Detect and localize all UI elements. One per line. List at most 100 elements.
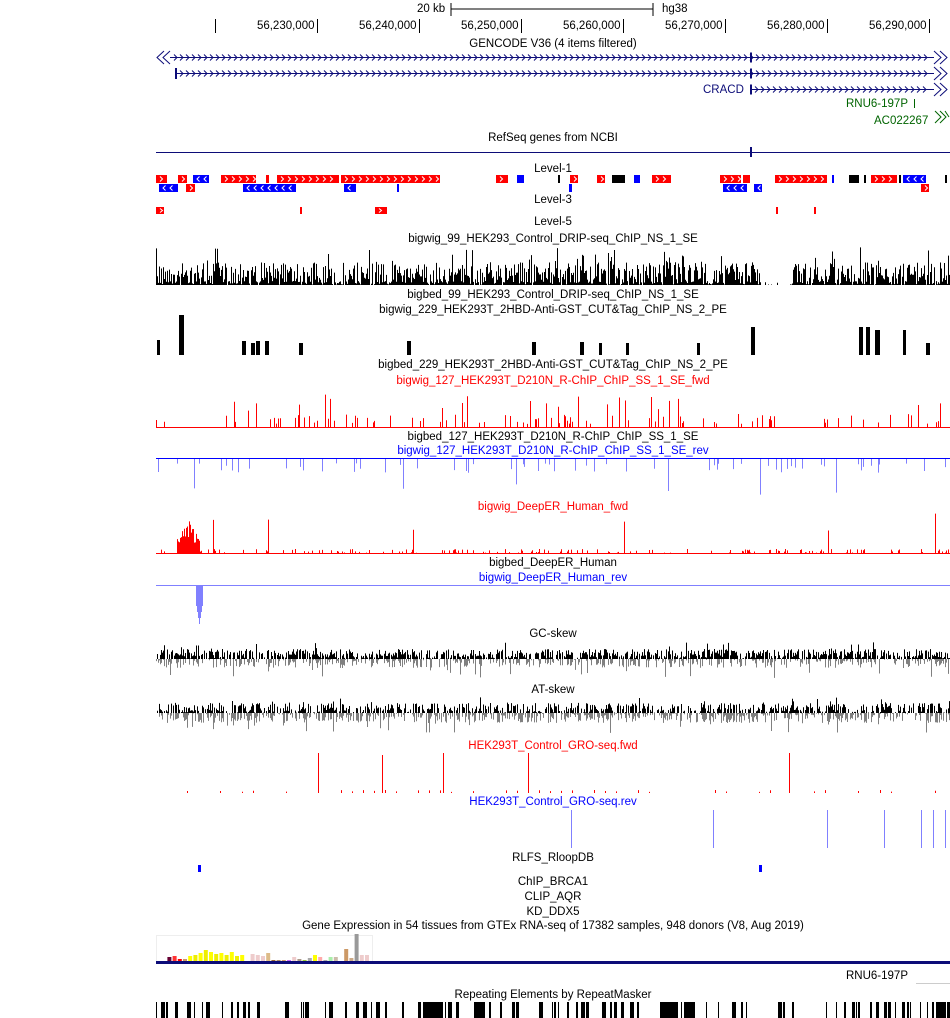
gene-label-ac022267[interactable]: AC022267 bbox=[874, 115, 929, 127]
level1-feature bbox=[899, 175, 901, 183]
bw99-signal bbox=[156, 247, 950, 285]
rlfs-label: RLFS_RloopDB bbox=[512, 852, 594, 864]
gtex-tissue-bar bbox=[318, 957, 323, 962]
level1-feature bbox=[864, 175, 866, 183]
ruler-tick-label: 56,240,000 bbox=[358, 20, 417, 32]
bw99-label: bigwig_99_HEK293_Control_DRIP-seq_ChIP_N… bbox=[408, 233, 698, 245]
level1-feature bbox=[832, 175, 834, 183]
gtex-tissue-bar bbox=[240, 955, 245, 962]
level1-feature-arrows bbox=[874, 176, 893, 182]
gencode-track-label[interactable]: GENCODE V36 (4 items filtered) bbox=[469, 38, 637, 50]
bb229-label: bigbed_229_HEK293T_2HBD-Anti-GST_CUT&Tag… bbox=[378, 359, 728, 371]
level1-feature bbox=[652, 175, 671, 183]
bw127-rev-signal bbox=[158, 459, 946, 495]
level3-feature bbox=[300, 207, 302, 214]
level1-feature bbox=[221, 175, 256, 183]
gtex-tissue-bar bbox=[365, 955, 369, 962]
level1-feature-arrows bbox=[189, 185, 194, 191]
at-skew-negative bbox=[159, 713, 950, 733]
gro-rev-label: HEK293T_Control_GRO-seq.rev bbox=[469, 796, 637, 808]
exon bbox=[750, 84, 752, 95]
bw229-signal bbox=[157, 315, 930, 355]
exon bbox=[750, 68, 752, 79]
gtex-tissue-bar bbox=[266, 953, 271, 962]
bb99-label: bigbed_99_HEK293_Control_DRIP-seq_ChIP_N… bbox=[407, 289, 699, 301]
gene-label-rnu6[interactable]: RNU6-197P bbox=[846, 98, 908, 110]
exon bbox=[750, 52, 752, 63]
gtex-tissue-bar bbox=[344, 949, 349, 962]
gc-skew-negative bbox=[156, 659, 949, 678]
refseq-track-label[interactable]: RefSeq genes from NCBI bbox=[488, 132, 618, 144]
level1-feature bbox=[517, 175, 524, 183]
level1-feature-arrows bbox=[246, 185, 292, 191]
level1-feature bbox=[570, 175, 578, 183]
level1-feature-arrows bbox=[924, 185, 929, 191]
gtex-tissue-bar bbox=[354, 934, 359, 962]
level1-feature bbox=[344, 184, 356, 192]
scale-label: 20 kb bbox=[417, 3, 446, 15]
level1-feature bbox=[849, 175, 859, 183]
level1-feature-arrows bbox=[600, 176, 605, 182]
repeatmasker-elements bbox=[156, 1002, 950, 1018]
kd-ddx5-label: KD_DDX5 bbox=[526, 906, 580, 918]
level1-feature bbox=[921, 184, 929, 192]
level1-feature bbox=[612, 175, 625, 183]
gc-skew-label: GC-skew bbox=[529, 628, 577, 640]
gtex-tissue-bar bbox=[261, 956, 265, 962]
gtex-tissue-bar bbox=[359, 955, 364, 962]
gene-transcript-strand-arrows bbox=[173, 54, 928, 61]
level3-label: Level-3 bbox=[534, 194, 572, 206]
gtex-tissue-bar bbox=[209, 952, 213, 962]
level1-feature bbox=[341, 175, 440, 183]
level1-feature bbox=[156, 175, 167, 183]
level5-label: Level-5 bbox=[534, 216, 572, 228]
level1-feature-arrows bbox=[347, 185, 351, 191]
gtex-tissue-bar bbox=[307, 958, 312, 962]
gtex-tissue-bar bbox=[297, 959, 302, 962]
gene-end-arrow bbox=[933, 66, 948, 81]
clip-aqr-label: CLIP_AQR bbox=[524, 891, 582, 903]
bw127-rev-label: bigwig_127_HEK293T_D210N_R-ChIP_ChIP_SS_… bbox=[397, 445, 709, 457]
level1-feature bbox=[775, 175, 827, 183]
ruler-tick-label: 56,250,000 bbox=[460, 20, 519, 32]
ruler-tick-label: 56,280,000 bbox=[766, 20, 825, 32]
gene-rnu6 bbox=[914, 99, 915, 108]
gtex-tissue-bar bbox=[255, 955, 260, 962]
ruler-tick-label: 56,260,000 bbox=[562, 20, 621, 32]
gene-end-arrow bbox=[933, 50, 948, 65]
bw127-fwd-label: bigwig_127_HEK293T_D210N_R-ChIP_ChIP_SS_… bbox=[396, 375, 710, 387]
deeper-rev-signal bbox=[196, 586, 203, 624]
level1-feature bbox=[397, 184, 399, 192]
at-skew-label: AT-skew bbox=[531, 684, 575, 696]
gro-fwd-label: HEK293T_Control_GRO-seq.fwd bbox=[468, 740, 638, 752]
assembly-label: hg38 bbox=[662, 3, 688, 15]
ruler-tick-label: 56,290,000 bbox=[868, 20, 927, 32]
level1-feature-arrows bbox=[162, 185, 173, 191]
gtex-tissue-bar bbox=[198, 953, 203, 962]
gtex-tissue-bar bbox=[183, 959, 187, 962]
level1-feature-arrows bbox=[655, 176, 667, 182]
level1-feature-arrows bbox=[159, 176, 164, 182]
chip-brca1-label: ChIP_BRCA1 bbox=[517, 876, 589, 888]
level1-feature-arrows bbox=[499, 176, 504, 182]
gene-label-cracd[interactable]: CRACD bbox=[703, 84, 744, 96]
level1-feature-arrows bbox=[726, 185, 744, 191]
gtex-tissue-bar bbox=[214, 954, 219, 962]
bb127-label: bigbed_127_HEK293T_D210N_R-ChIP_ChIP_SS_… bbox=[407, 431, 699, 443]
gtex-tissue-bar bbox=[172, 956, 177, 962]
level1-feature bbox=[634, 175, 640, 183]
level3-feature bbox=[814, 207, 816, 214]
gene-label-rnu6-bottom[interactable]: RNU6-197P bbox=[846, 970, 908, 982]
gene-ac022267-arrow bbox=[934, 110, 950, 124]
level1-feature bbox=[186, 184, 195, 192]
level1-feature bbox=[743, 175, 750, 183]
gro-fwd-signal bbox=[187, 753, 936, 793]
level1-feature-arrows bbox=[224, 176, 257, 182]
level1-feature-arrows bbox=[181, 176, 186, 182]
level1-feature bbox=[243, 184, 296, 192]
level1-feature bbox=[569, 184, 572, 192]
ruler-tick-label: 56,230,000 bbox=[256, 20, 315, 32]
level1-feature bbox=[945, 175, 947, 183]
